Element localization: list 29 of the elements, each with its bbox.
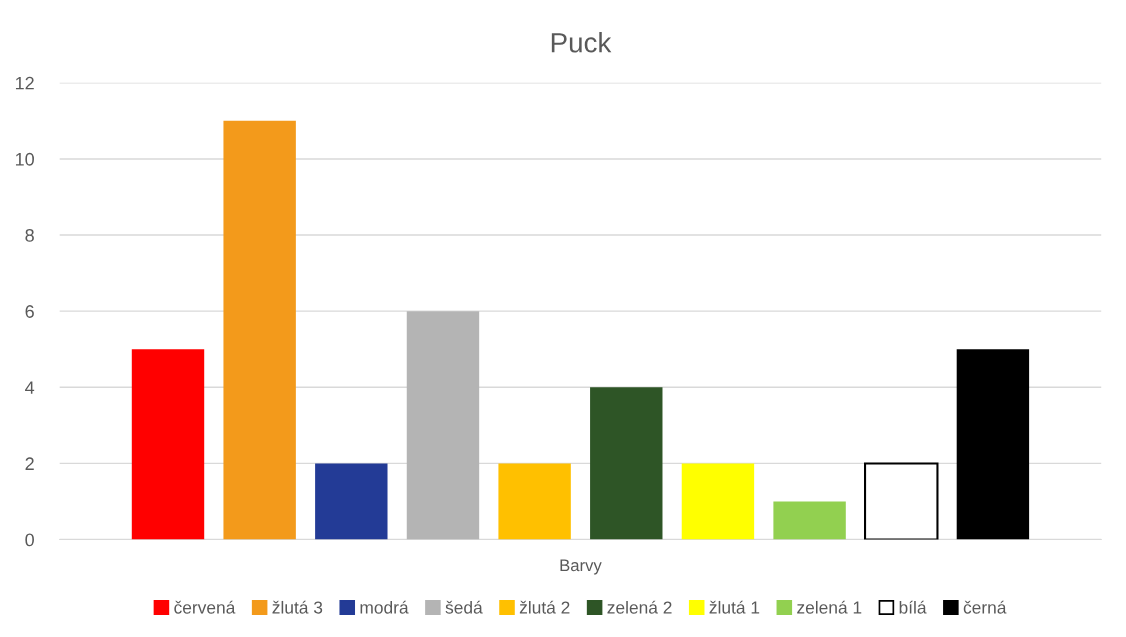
bar [773,501,846,540]
y-tick-label: 4 [25,381,35,394]
legend-label: modrá [360,600,409,614]
legend-label: černá [963,600,1007,614]
legend-label: červená [174,600,236,614]
x-tick-label: Barvy [560,559,602,575]
bar [956,349,1030,540]
y-tick-label: 8 [25,228,34,242]
legend-label: šedá [445,600,483,614]
y-tick-label: 2 [25,457,34,470]
legend-label: zelená 2 [607,600,672,614]
bar [223,120,296,540]
chart-title: Puck [551,32,612,53]
legend-label: bílá [899,600,927,614]
legend-label: žlutá 2 [519,600,570,614]
bar [315,463,388,540]
bar [590,387,663,540]
bar [498,463,571,540]
legend-label: zelená 1 [797,600,862,614]
legend-label: žlutá 3 [272,600,323,614]
bar [406,311,480,540]
bar [131,349,205,540]
y-tick-label: 12 [15,76,34,90]
y-tick-label: 10 [15,152,34,166]
y-tick-label: 0 [25,533,34,547]
bar [864,462,939,540]
y-tick-label: 6 [25,305,34,318]
legend-label: žlutá 1 [709,600,760,614]
bar [681,463,755,540]
